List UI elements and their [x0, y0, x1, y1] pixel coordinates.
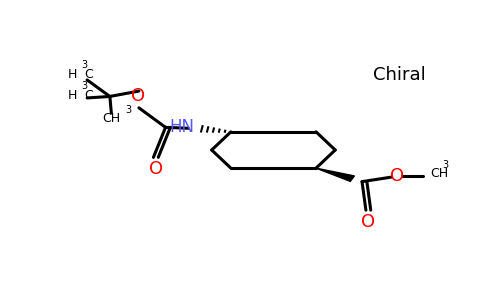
- Text: C: C: [85, 89, 93, 102]
- Text: O: O: [361, 213, 376, 231]
- Text: O: O: [390, 167, 405, 184]
- Text: 3: 3: [81, 60, 87, 70]
- Text: CH: CH: [102, 112, 121, 125]
- Text: HN: HN: [169, 118, 195, 136]
- Text: O: O: [131, 87, 145, 105]
- Text: H: H: [68, 89, 77, 102]
- Text: 3: 3: [125, 105, 131, 115]
- Text: H: H: [68, 68, 77, 81]
- Polygon shape: [316, 168, 354, 182]
- Text: 3: 3: [81, 81, 87, 91]
- Text: Chiral: Chiral: [373, 66, 425, 84]
- Text: CH: CH: [430, 167, 448, 180]
- Text: 3: 3: [442, 160, 448, 170]
- Text: C: C: [85, 68, 93, 81]
- Text: O: O: [149, 160, 163, 178]
